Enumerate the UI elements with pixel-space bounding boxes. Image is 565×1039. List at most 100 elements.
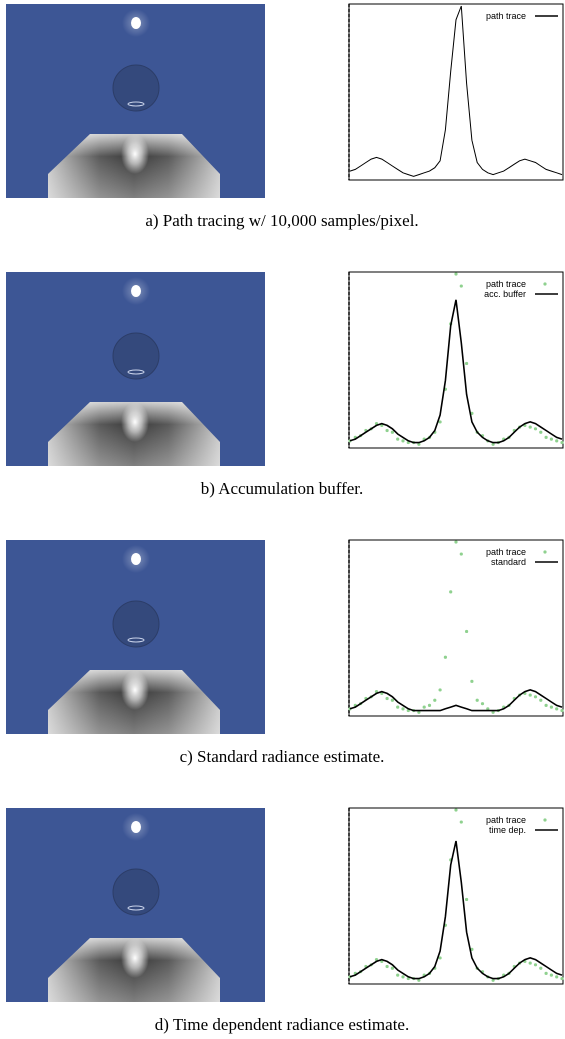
rendered-image [6,4,265,198]
data-point [555,439,559,443]
light [131,17,141,29]
data-point [390,430,394,434]
data-point [385,696,389,701]
sphere-highlight [127,637,145,643]
caustic [121,670,149,710]
sphere-highlight [127,101,145,107]
light [131,285,141,297]
data-point [544,971,548,975]
legend-label: path trace [486,11,526,21]
legend-label: path trace [486,547,526,557]
data-point [465,629,469,634]
caustic [121,402,149,442]
data-line [349,5,563,177]
data-point [438,420,442,424]
legend-marker [543,550,547,554]
caption: d) Time dependent radiance estimate. [155,1015,409,1034]
rendered-image [6,272,265,466]
data-point [486,707,490,711]
panel: path trace a) Path tracing w/ 10,000 samp… [6,3,564,230]
legend-marker [543,282,547,286]
data-point [433,698,437,702]
legend-label: path trace [486,815,526,825]
data-point [491,710,495,714]
data-point [417,710,421,714]
data-point [401,707,405,711]
data-point [560,708,564,713]
data-point [401,975,405,979]
legend-marker [543,818,547,822]
data-point [438,688,442,692]
data-point [560,976,564,981]
data-point [390,698,394,702]
sphere [112,64,160,112]
data-point [528,693,532,697]
data-point [465,361,469,366]
legend-label: path trace [486,279,526,289]
sphere-highlight [127,369,145,375]
rendered-image [6,808,265,1002]
data-point [465,897,469,902]
data-point [401,439,405,443]
data-point [459,552,463,556]
data-point [539,698,543,702]
data-point [549,705,554,709]
data-point [475,698,479,702]
light [131,553,141,565]
light [131,821,141,833]
data-point [555,707,559,711]
data-point [459,820,463,824]
data-point [454,540,458,544]
legend-label: standard [491,557,526,567]
data-point [385,428,389,433]
data-line [349,689,563,712]
sphere-highlight [127,905,145,911]
data-point [396,705,400,709]
data-point [427,703,432,707]
data-point [449,590,453,594]
data-point [459,284,463,288]
data-point [438,956,442,960]
data-point [454,272,458,276]
data-point [443,655,447,659]
plot-frame [348,807,564,985]
caption: a) Path tracing w/ 10,000 samples/pixel. [145,211,418,230]
data-line [349,840,563,980]
rendered-image [6,540,265,734]
data-point [533,695,538,699]
plot-frame [348,3,564,181]
data-line [349,299,563,444]
data-point [470,679,474,683]
data-point [528,425,532,429]
data-point [533,963,538,967]
legend-label: acc. buffer [484,289,526,299]
data-point [528,961,532,965]
caustic [121,134,149,174]
caustic [121,938,149,978]
data-point [422,705,426,709]
data-point [544,435,548,439]
data-point [549,973,554,977]
sphere [112,600,160,648]
caption: c) Standard radiance estimate. [180,747,385,766]
data-point [555,975,559,979]
data-point [396,973,400,977]
data-point [544,703,548,707]
data-point [533,427,538,431]
data-point [491,442,495,446]
data-point [454,808,458,812]
data-point [417,978,421,982]
data-point [390,966,394,970]
data-point [560,440,564,445]
data-point [396,437,400,441]
data-point [539,430,543,434]
data-point [480,702,485,706]
plot-frame [348,539,564,717]
legend-label: time dep. [489,825,526,835]
data-point [491,978,495,982]
sphere [112,332,160,380]
